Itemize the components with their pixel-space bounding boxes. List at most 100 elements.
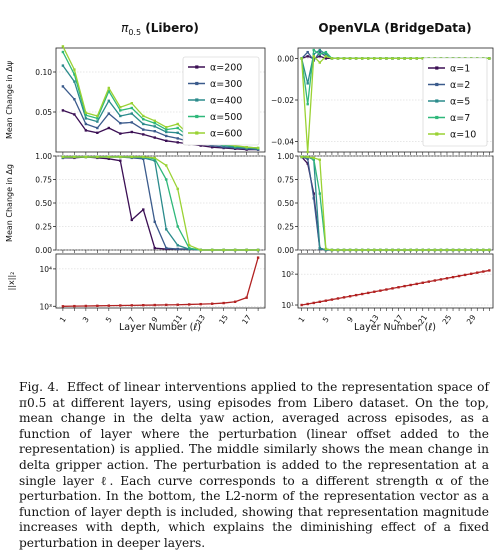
- data-point: [107, 90, 111, 93]
- panel-left-mid: 0.00 0.25 0.50 0.75 1.00: [35, 152, 266, 255]
- data-point: [476, 248, 479, 252]
- y-tick-label: −0.04: [271, 138, 294, 147]
- data-point: [176, 137, 179, 140]
- data-point: [348, 295, 352, 298]
- data-point: [421, 57, 424, 60]
- data-point: [222, 248, 225, 252]
- data-point: [445, 277, 449, 280]
- data-point: [397, 57, 400, 60]
- data-point: [373, 290, 376, 293]
- data-point: [107, 126, 111, 130]
- data-point: [107, 112, 111, 115]
- data-point: [385, 57, 388, 60]
- legend-marker: [435, 115, 439, 120]
- data-point: [130, 218, 133, 222]
- data-point: [312, 55, 315, 58]
- y-tick-label: 0.25: [277, 223, 294, 232]
- data-point: [463, 273, 467, 277]
- data-point: [245, 146, 248, 149]
- data-point: [379, 57, 382, 60]
- data-point: [342, 248, 346, 252]
- data-point: [306, 302, 309, 306]
- data-point: [153, 125, 156, 128]
- legend-box: [182, 56, 260, 146]
- data-point: [153, 136, 156, 139]
- data-point: [107, 99, 111, 102]
- data-point: [469, 248, 473, 252]
- data-point: [165, 246, 168, 250]
- data-point: [330, 57, 334, 60]
- data-point: [421, 248, 424, 252]
- data-point: [403, 57, 406, 60]
- data-point: [165, 178, 168, 181]
- data-point: [96, 304, 99, 308]
- legend-marker: [195, 98, 199, 102]
- data-point: [199, 248, 202, 252]
- x-axis-label-right: Layer Number (ℓ): [354, 322, 436, 333]
- y-tick-label: 0.75: [277, 176, 294, 185]
- legend-label: α=200: [210, 63, 242, 74]
- caption-label: Fig. 4.: [19, 380, 60, 394]
- data-point: [73, 68, 76, 71]
- series-line: [62, 109, 259, 151]
- legend-label: α=7: [450, 113, 470, 124]
- data-point: [476, 271, 479, 274]
- data-point: [306, 155, 309, 159]
- data-point: [176, 303, 179, 306]
- data-point: [165, 228, 168, 231]
- data-point: [488, 248, 491, 252]
- data-point: [165, 130, 168, 134]
- data-point: [119, 114, 122, 118]
- data-point: [318, 53, 322, 56]
- data-point: [427, 248, 431, 252]
- data-point: [318, 300, 322, 304]
- data-point: [312, 48, 315, 52]
- legend-marker: [195, 65, 199, 69]
- data-point: [176, 247, 179, 251]
- data-point: [142, 122, 145, 126]
- legend-marker: [435, 99, 439, 103]
- y-axis-label-mid: Mean Change in Δg: [5, 164, 14, 242]
- data-point: [176, 126, 179, 130]
- data-point: [415, 282, 418, 286]
- data-point: [348, 248, 352, 252]
- data-point: [457, 248, 461, 252]
- data-point: [142, 303, 145, 307]
- data-point: [245, 248, 248, 252]
- panel-right-top: 0.00 −0.02 −0.04 α=1 α=2 α=5 α=7 α=10: [271, 47, 494, 155]
- data-point: [318, 246, 322, 250]
- data-point: [312, 192, 315, 195]
- data-point: [482, 248, 485, 252]
- data-point: [488, 57, 491, 60]
- data-point: [318, 61, 322, 64]
- data-point: [107, 86, 111, 90]
- data-point: [153, 159, 156, 162]
- data-point: [318, 48, 322, 52]
- x-tick-label: 5: [321, 315, 331, 324]
- y-tick-label: 0.25: [35, 223, 52, 232]
- data-point: [176, 244, 179, 247]
- data-point: [451, 248, 455, 252]
- data-point: [306, 157, 309, 161]
- data-point: [84, 129, 88, 132]
- legend-marker: [195, 131, 199, 135]
- data-point: [409, 57, 412, 60]
- data-point: [96, 117, 99, 120]
- data-point: [385, 248, 388, 252]
- data-point: [403, 248, 406, 252]
- data-point: [119, 304, 122, 307]
- data-point: [324, 247, 328, 251]
- data-point: [433, 248, 437, 252]
- data-point: [107, 304, 111, 307]
- data-point: [119, 122, 122, 125]
- data-point: [176, 225, 179, 228]
- data-point: [61, 305, 65, 308]
- data-point: [130, 112, 133, 115]
- figure: 0.05 0.10 α=200 α=300 α=400 α=500 α=600 0.00 0.2…: [5, 21, 494, 333]
- data-point: [306, 50, 309, 54]
- data-point: [336, 248, 340, 252]
- data-point: [84, 111, 88, 114]
- data-point: [342, 57, 346, 60]
- data-point: [176, 122, 179, 126]
